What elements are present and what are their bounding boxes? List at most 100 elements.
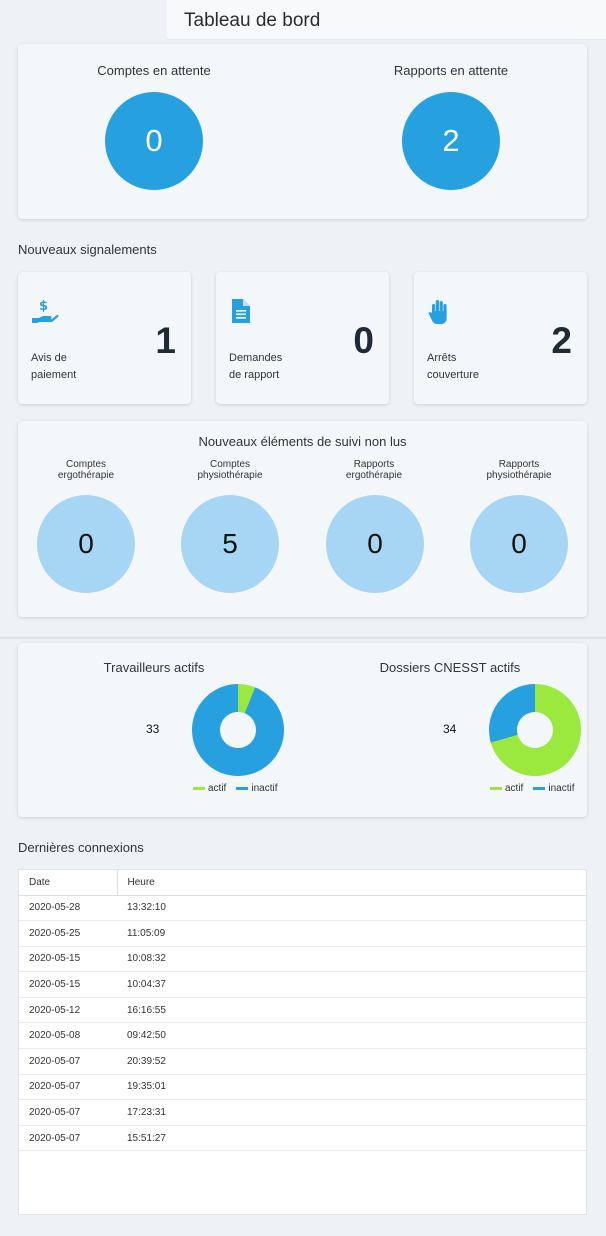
chart-legend-dossiers: actif inactif xyxy=(490,783,580,794)
suivi-count-rapports-ergo[interactable]: 0 xyxy=(326,495,424,593)
signal-count: 0 xyxy=(353,320,374,361)
suivi-label-line2: physiothérapie xyxy=(197,470,263,481)
suivi-title: Nouveaux éléments de suivi non lus xyxy=(198,434,407,449)
top-bar: Tableau de bord xyxy=(167,0,606,40)
signal-label-line2: paiement xyxy=(31,369,77,381)
chart-total-dossiers: 34 xyxy=(443,722,457,736)
connexions-title: Dernières connexions xyxy=(18,840,144,855)
signal-card-demandes-rapport[interactable]: Demandes de rapport 0 xyxy=(216,272,389,404)
legend-swatch-actif xyxy=(193,787,205,790)
suivi-label-line2: physiothérapie xyxy=(486,470,552,481)
table-row: 2020-05-15 10:08:32 xyxy=(19,946,586,973)
pending-card: Comptes en attente 0 Rapports en attente… xyxy=(18,44,587,219)
signal-label-line2: de rapport xyxy=(229,369,280,381)
donut-chart-dossiers xyxy=(489,684,581,776)
chart-title-travailleurs: Travailleurs actifs xyxy=(103,660,205,675)
chart-title-dossiers: Dossiers CNESST actifs xyxy=(379,660,521,675)
suivi-label-line2: ergothérapie xyxy=(345,470,403,481)
signal-card-arrets-couverture[interactable]: Arrêts couverture 2 xyxy=(414,272,587,404)
chart-legend-travailleurs: actif inactif xyxy=(193,783,283,794)
cell-date: 2020-05-12 xyxy=(19,997,117,1024)
table-row: 2020-05-07 20:39:52 xyxy=(19,1048,586,1075)
cell-heure: 20:39:52 xyxy=(117,1048,586,1075)
table-row: 2020-05-08 09:42:50 xyxy=(19,1022,586,1050)
legend-label-actif: actif xyxy=(208,783,227,794)
table-row: 2020-05-15 10:04:37 xyxy=(19,971,586,998)
signal-count: 1 xyxy=(155,320,176,361)
pending-reports-count[interactable]: 2 xyxy=(402,92,500,190)
svg-text:$: $ xyxy=(39,299,48,314)
pending-accounts-count[interactable]: 0 xyxy=(105,92,203,190)
cell-date: 2020-05-07 xyxy=(19,1074,117,1101)
signal-label-line1: Demandes xyxy=(229,352,283,364)
table-row: 2020-05-07 15:51:27 xyxy=(19,1125,586,1152)
cell-date: 2020-05-08 xyxy=(19,1022,117,1050)
suivi-label-line2: ergothérapie xyxy=(57,470,115,481)
suivi-count-rapports-physio[interactable]: 0 xyxy=(470,495,568,593)
legend-label-inactif: inactif xyxy=(548,783,575,794)
cell-date: 2020-05-15 xyxy=(19,946,117,973)
connexions-table: Date Heure 2020-05-28 13:32:10 2020-05-25 1… xyxy=(18,869,587,1215)
signal-count: 2 xyxy=(551,320,572,361)
column-header-date[interactable]: Date xyxy=(19,870,118,896)
signal-card-avis-paiement[interactable]: $ Avis de paiement 1 xyxy=(18,272,191,404)
suivi-label-line1: Comptes xyxy=(209,459,250,470)
donut-chart-travailleurs xyxy=(192,684,284,776)
cell-heure: 11:05:09 xyxy=(117,920,586,947)
cell-heure: 15:51:27 xyxy=(117,1125,586,1152)
legend-label-inactif: inactif xyxy=(251,783,278,794)
signal-label: Arrêts couverture xyxy=(427,350,517,384)
pending-reports-label: Rapports en attente xyxy=(393,63,509,78)
suivi-item-label: Rapports ergothérapie xyxy=(314,459,434,481)
column-header-heure[interactable]: Heure xyxy=(117,870,586,896)
actifs-card: Travailleurs actifs 33 actif inactif Dos… xyxy=(18,643,587,817)
cell-date: 2020-05-25 xyxy=(19,920,117,947)
signal-label-line1: Arrêts xyxy=(427,352,457,364)
hand-dollar-icon: $ xyxy=(32,299,59,323)
signal-label: Avis de paiement xyxy=(31,350,121,384)
legend-swatch-inactif xyxy=(236,787,249,790)
table-row: 2020-05-07 17:23:31 xyxy=(19,1099,586,1126)
legend-swatch-inactif xyxy=(533,787,546,790)
chart-total-travailleurs: 33 xyxy=(146,722,160,736)
suivi-count-comptes-ergo[interactable]: 0 xyxy=(37,495,135,593)
table-row: 2020-05-25 11:05:09 xyxy=(19,920,586,947)
cell-date: 2020-05-07 xyxy=(19,1048,117,1075)
cell-heure: 16:16:55 xyxy=(117,997,586,1024)
legend-label-actif: actif xyxy=(505,783,524,794)
table-row: 2020-05-12 16:16:55 xyxy=(19,997,586,1024)
cell-heure: 17:23:31 xyxy=(117,1099,586,1126)
donut-slice-inactif[interactable] xyxy=(192,684,284,776)
table-header-row: Date Heure xyxy=(19,870,586,896)
cell-date: 2020-05-15 xyxy=(19,971,117,998)
signal-label-line1: Avis de xyxy=(31,352,67,364)
section-divider xyxy=(0,637,606,639)
cell-date: 2020-05-07 xyxy=(19,1099,117,1126)
hand-stop-icon xyxy=(428,300,447,324)
page-title: Tableau de bord xyxy=(184,10,321,31)
legend-swatch-actif xyxy=(490,787,502,790)
cell-heure: 10:08:32 xyxy=(117,946,586,973)
suivi-item-label: Comptes physiothérapie xyxy=(170,459,290,481)
suivi-label-line1: Comptes xyxy=(65,459,106,470)
signalements-title: Nouveaux signalements xyxy=(18,242,157,257)
suivi-label-line1: Rapports xyxy=(353,459,395,470)
suivi-item-label: Comptes ergothérapie xyxy=(26,459,146,481)
cell-heure: 19:35:01 xyxy=(117,1074,586,1101)
donut-slice-actif[interactable] xyxy=(490,684,581,776)
cell-heure: 09:42:50 xyxy=(117,1022,586,1050)
pending-accounts-label: Comptes en attente xyxy=(97,63,211,78)
document-icon xyxy=(232,299,250,323)
suivi-count-comptes-physio[interactable]: 5 xyxy=(181,495,279,593)
cell-heure: 13:32:10 xyxy=(117,895,586,922)
suivi-card: Nouveaux éléments de suivi non lus Compt… xyxy=(18,421,587,617)
donut-slice-inactif[interactable] xyxy=(489,684,535,743)
cell-date: 2020-05-28 xyxy=(19,895,117,922)
suivi-item-label: Rapports physiothérapie xyxy=(459,459,579,481)
cell-heure: 10:04:37 xyxy=(117,971,586,998)
cell-date: 2020-05-07 xyxy=(19,1125,117,1152)
table-row: 2020-05-28 13:32:10 xyxy=(19,895,586,922)
donut-slice-actif[interactable] xyxy=(238,684,256,714)
signal-label: Demandes de rapport xyxy=(229,350,319,384)
suivi-label-line1: Rapports xyxy=(498,459,540,470)
